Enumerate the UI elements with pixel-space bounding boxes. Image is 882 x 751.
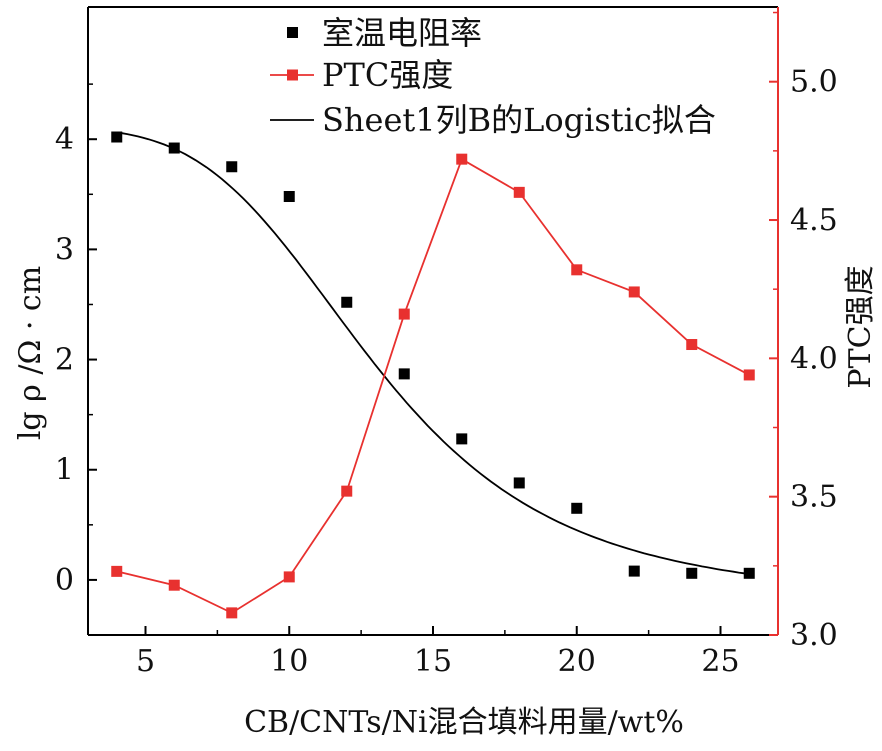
legend-label-fit: Sheet1列B的Logistic拟合 — [322, 101, 716, 139]
ptc-point — [398, 308, 410, 320]
ptc-point — [743, 369, 755, 381]
left-y-tick-label: 2 — [55, 343, 74, 378]
legend-marker-ptc — [287, 69, 298, 81]
right-y-tick-label: 5.0 — [790, 65, 838, 100]
resistivity-point — [456, 433, 468, 445]
ptc-point — [168, 579, 180, 591]
ptc-point — [341, 485, 353, 497]
ptc-point — [628, 286, 640, 298]
ptc-series-layer — [111, 153, 755, 619]
right-y-tick-label: 4.5 — [790, 203, 838, 238]
legend-marker-resistivity — [287, 27, 298, 38]
resistivity-point — [226, 161, 238, 173]
x-tick-label: 5 — [136, 644, 155, 679]
right-y-axis: 3.0 3.5 4.0 4.5 5.0 — [769, 11, 838, 653]
left-y-tick-label: 4 — [55, 122, 74, 157]
ptc-point — [111, 565, 123, 577]
right-y-tick-label: 3.5 — [790, 480, 838, 515]
logistic-fit-line — [116, 131, 750, 575]
legend-label-resistivity: 室温电阻率 — [322, 14, 482, 52]
ptc-point — [226, 607, 238, 619]
ptc-point — [513, 186, 525, 198]
ptc-series-line — [116, 157, 750, 614]
ptc-point — [571, 264, 583, 276]
resistivity-point — [283, 191, 295, 203]
legend-label-ptc: PTC强度 — [322, 56, 453, 94]
resistivity-point — [111, 131, 123, 143]
resistivity-point — [628, 565, 640, 577]
right-y-axis-title: PTC强度 — [843, 265, 878, 388]
resistivity-series-layer — [111, 131, 755, 579]
ptc-point — [456, 153, 468, 165]
resistivity-point — [686, 567, 698, 579]
x-axis-title: CB/CNTs/Ni混合填料用量/wt% — [244, 705, 684, 740]
resistivity-point — [513, 477, 525, 489]
x-tick-label: 10 — [270, 644, 308, 679]
resistivity-point — [398, 368, 410, 380]
right-y-tick-label: 4.0 — [790, 341, 838, 376]
left-y-tick-label: 3 — [55, 232, 74, 267]
resistivity-point — [571, 502, 583, 514]
x-tick-label: 15 — [414, 644, 452, 679]
logistic-fit-layer — [116, 131, 750, 575]
resistivity-point — [341, 296, 353, 308]
resistivity-point — [743, 567, 755, 579]
x-tick-label: 20 — [558, 644, 596, 679]
left-y-tick-label: 0 — [55, 563, 74, 598]
axes-layer: 5 10 15 20 25 0 1 2 3 4 3.0 3.5 4.0 4.5 5.0 — [55, 11, 838, 679]
x-tick-label: 25 — [701, 644, 739, 679]
ptc-point — [686, 339, 698, 351]
legend: 室温电阻率 PTC强度 Sheet1列B的Logistic拟合 — [270, 14, 716, 139]
left-y-tick-label: 1 — [55, 453, 74, 488]
ptc-point — [283, 571, 295, 583]
left-y-axis-title: lg ρ /Ω · cm — [13, 266, 48, 440]
right-y-tick-label: 3.0 — [790, 618, 838, 653]
resistivity-point — [168, 142, 180, 154]
